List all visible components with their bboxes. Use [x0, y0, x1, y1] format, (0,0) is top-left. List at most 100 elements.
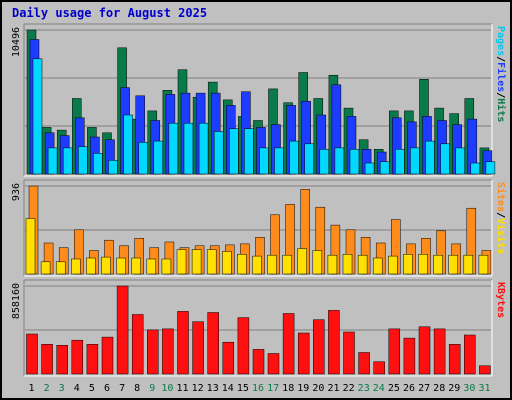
bar-sites-day-25 [388, 255, 398, 275]
x-tick-label-day-19: 19 [297, 383, 309, 394]
bar-sites-day-3 [55, 261, 66, 275]
bar-sites-day-2 [40, 261, 51, 275]
bar-kbytes-day-29 [448, 344, 461, 375]
x-tick-label-day-3: 3 [59, 383, 65, 394]
bar-pages-day-30 [470, 162, 481, 175]
bar-pages-day-6 [108, 160, 118, 175]
bar-sites-day-19 [297, 248, 307, 275]
bar-pages-day-27 [425, 140, 435, 175]
bar-pages-day-25 [395, 149, 405, 175]
x-tick-label-day-16: 16 [252, 383, 264, 394]
legend-entry: Sites [495, 182, 507, 212]
bar-sites-day-13 [206, 249, 217, 275]
bar-kbytes-day-5 [86, 344, 99, 375]
x-tick-label-day-5: 5 [89, 383, 95, 394]
legend-hits-files-pages: Pages/Files/Hits [495, 26, 507, 122]
bar-pages-day-14 [229, 128, 239, 175]
y-max-label: 858160 [11, 283, 22, 319]
legend-entry: / [495, 92, 506, 98]
bar-sites-day-28 [433, 254, 443, 275]
bar-pages-day-12 [198, 122, 209, 175]
bar-sites-day-30 [463, 254, 474, 275]
bar-pages-day-10 [168, 122, 179, 175]
legend-kbytes: KBytes [495, 282, 506, 318]
x-tick-label-day-28: 28 [433, 383, 445, 394]
bar-kbytes-day-12 [192, 321, 204, 375]
bar-pages-day-9 [153, 140, 164, 175]
x-tick-label-day-21: 21 [327, 383, 339, 394]
x-tick-label-day-17: 17 [267, 383, 279, 394]
bar-sites-day-26 [403, 254, 413, 275]
x-tick-label-day-25: 25 [388, 383, 400, 394]
bar-pages-day-13 [213, 131, 224, 175]
x-tick-label-day-2: 2 [44, 383, 50, 394]
bar-sites-day-11 [176, 249, 187, 275]
bar-kbytes-day-2 [41, 344, 53, 375]
bar-kbytes-day-20 [313, 319, 325, 375]
bar-sites-day-6 [101, 256, 111, 275]
bar-pages-day-15 [244, 128, 254, 175]
bar-kbytes-day-19 [297, 332, 310, 375]
bar-kbytes-day-13 [207, 312, 219, 375]
bar-kbytes-day-23 [358, 352, 370, 375]
x-tick-label-day-30: 30 [463, 383, 475, 394]
bar-pages-day-7 [123, 114, 133, 175]
bar-sites-day-29 [448, 254, 458, 275]
x-tick-label-day-8: 8 [134, 383, 140, 394]
bar-kbytes-day-30 [464, 334, 476, 375]
bar-kbytes-day-22 [343, 331, 355, 375]
y-max-label: 936 [11, 183, 22, 201]
bar-kbytes-day-1 [26, 333, 38, 375]
legend-entry: Hits [495, 98, 507, 122]
bar-pages-day-31 [485, 161, 496, 175]
bar-kbytes-day-9 [147, 329, 159, 375]
x-tick-label-day-7: 7 [119, 383, 125, 394]
bar-kbytes-day-17 [267, 353, 280, 375]
bar-pages-day-24 [379, 161, 390, 175]
bar-kbytes-day-8 [131, 314, 144, 375]
bar-kbytes-day-27 [418, 326, 431, 375]
bar-sites-day-12 [191, 249, 202, 275]
x-tick-label-day-20: 20 [312, 383, 324, 394]
bar-pages-day-17 [274, 147, 284, 175]
bar-sites-day-24 [372, 257, 383, 275]
bar-sites-day-16 [252, 255, 262, 275]
bar-sites-day-17 [267, 254, 277, 275]
bar-pages-day-1 [32, 58, 43, 175]
bar-sites-day-7 [116, 257, 126, 275]
bar-sites-day-8 [131, 257, 141, 275]
bar-sites-day-22 [342, 254, 353, 275]
chart-title: Daily usage for August 2025 [12, 6, 208, 20]
bar-kbytes-day-11 [177, 311, 189, 375]
bar-kbytes-day-6 [101, 336, 114, 375]
x-tick-label-day-9: 9 [149, 383, 155, 394]
bar-kbytes-day-16 [252, 349, 265, 375]
bar-pages-day-20 [319, 149, 330, 175]
x-tick-label-day-18: 18 [282, 383, 294, 394]
bar-pages-day-16 [259, 147, 269, 175]
bar-kbytes-day-28 [433, 328, 446, 375]
bar-pages-day-29 [455, 147, 465, 175]
bar-pages-day-4 [78, 146, 88, 175]
bar-sites-day-20 [312, 250, 323, 275]
bar-pages-day-18 [289, 140, 299, 175]
bar-kbytes-day-25 [388, 328, 401, 375]
legend-entry: Visits [495, 218, 507, 254]
bar-kbytes-day-21 [328, 310, 340, 375]
bar-sites-day-23 [357, 254, 368, 275]
bar-sites-day-10 [161, 258, 172, 275]
legend-entry: / [495, 56, 506, 62]
x-tick-label-day-22: 22 [343, 383, 355, 394]
bar-sites-day-14 [222, 251, 232, 275]
bar-kbytes-day-3 [56, 345, 68, 375]
bar-kbytes-day-15 [237, 317, 250, 375]
bar-pages-day-5 [93, 153, 103, 175]
bar-sites-day-21 [327, 254, 338, 275]
x-tick-label-day-23: 23 [358, 383, 370, 394]
x-tick-label-day-24: 24 [373, 383, 385, 394]
y-max-label: 10496 [11, 27, 22, 57]
bar-sites-day-27 [418, 254, 428, 275]
x-tick-label-day-14: 14 [222, 383, 234, 394]
bar-kbytes-day-14 [222, 341, 235, 375]
